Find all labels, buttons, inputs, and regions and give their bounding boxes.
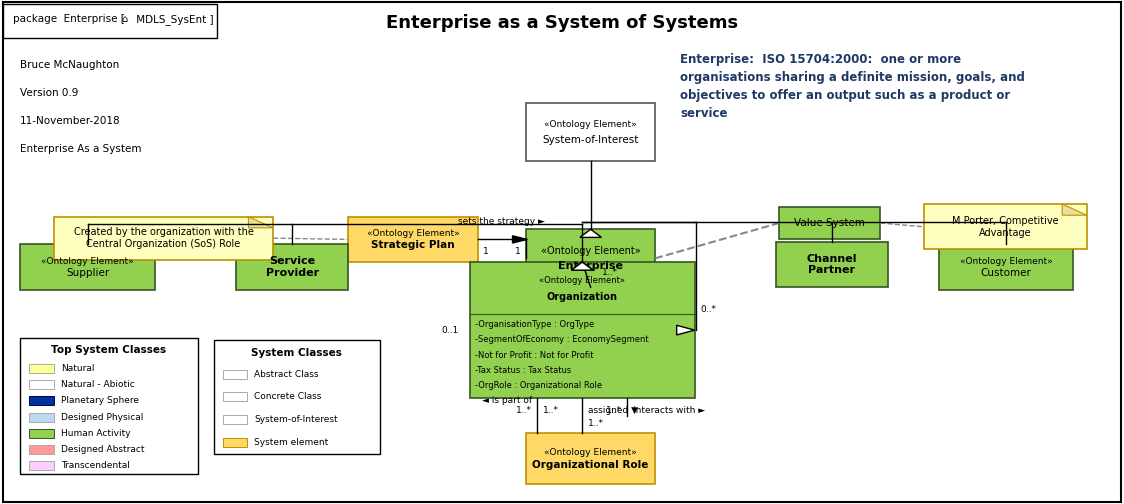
Text: Transcendental: Transcendental: [61, 461, 129, 470]
Text: 11-November-2018: 11-November-2018: [20, 116, 121, 126]
Text: Bruce McNaughton: Bruce McNaughton: [20, 60, 119, 71]
Text: «Ontology Element»: «Ontology Element»: [540, 276, 625, 285]
Text: -Tax Status : Tax Status: -Tax Status : Tax Status: [475, 366, 572, 375]
Text: «Ontology Element»: «Ontology Element»: [541, 246, 641, 256]
Text: interacts with ►: interacts with ►: [633, 406, 705, 415]
FancyBboxPatch shape: [223, 370, 247, 379]
Text: package  Enterprise [: package Enterprise [: [13, 14, 126, 24]
Text: -OrgRole : Organizational Role: -OrgRole : Organizational Role: [475, 382, 602, 391]
Text: Strategic Plan: Strategic Plan: [371, 240, 455, 250]
Text: Natural: Natural: [61, 364, 94, 373]
FancyBboxPatch shape: [20, 244, 155, 290]
FancyBboxPatch shape: [29, 397, 54, 405]
Text: Created by the organization with the
Central Organization (SoS) Role: Created by the organization with the Cen…: [73, 227, 254, 249]
FancyBboxPatch shape: [348, 217, 478, 262]
Text: 1..*: 1..*: [516, 406, 532, 415]
Text: Enterprise:  ISO 15704:2000:  one or more
organisations sharing a definite missi: Enterprise: ISO 15704:2000: one or more …: [680, 53, 1025, 120]
Text: System-of-Interest: System-of-Interest: [543, 135, 638, 145]
FancyBboxPatch shape: [29, 461, 54, 470]
FancyBboxPatch shape: [223, 438, 247, 447]
FancyBboxPatch shape: [20, 338, 198, 474]
Polygon shape: [677, 325, 695, 335]
FancyBboxPatch shape: [54, 217, 273, 260]
Text: 1..*: 1..*: [606, 406, 622, 415]
FancyBboxPatch shape: [779, 207, 880, 239]
FancyBboxPatch shape: [526, 103, 655, 161]
FancyBboxPatch shape: [3, 2, 1121, 502]
Text: Channel
Partner: Channel Partner: [807, 254, 856, 275]
FancyBboxPatch shape: [470, 262, 695, 398]
Text: Enterprise as a System of Systems: Enterprise as a System of Systems: [386, 14, 738, 32]
Text: Value System: Value System: [794, 218, 865, 228]
Text: 1..*: 1..*: [602, 268, 618, 277]
Text: «Ontology Element»: «Ontology Element»: [960, 257, 1052, 266]
Text: Designed Abstract: Designed Abstract: [61, 445, 144, 454]
Text: Enterprise As a System: Enterprise As a System: [20, 144, 142, 154]
Text: M Porter, Competitive
Advantage: M Porter, Competitive Advantage: [952, 216, 1059, 237]
Text: Human Activity: Human Activity: [61, 429, 130, 438]
FancyBboxPatch shape: [939, 244, 1073, 290]
Polygon shape: [1062, 204, 1087, 215]
Text: Top System Classes: Top System Classes: [52, 345, 166, 355]
Text: Customer: Customer: [980, 268, 1032, 278]
Text: 1: 1: [515, 247, 520, 257]
Text: Abstract Class: Abstract Class: [254, 370, 318, 379]
Text: Concrete Class: Concrete Class: [254, 393, 321, 401]
Text: Service
Provider: Service Provider: [265, 257, 319, 278]
Text: assigned ▼: assigned ▼: [588, 406, 637, 415]
Text: Natural - Abiotic: Natural - Abiotic: [61, 380, 135, 389]
Text: -SegmentOfEconomy : EconomySegment: -SegmentOfEconomy : EconomySegment: [475, 335, 649, 344]
FancyBboxPatch shape: [214, 340, 380, 454]
Text: ⌂: ⌂: [121, 14, 128, 24]
FancyBboxPatch shape: [223, 393, 247, 401]
Text: «Ontology Element»: «Ontology Element»: [42, 257, 134, 266]
Text: Organization: Organization: [546, 292, 618, 302]
Text: Supplier: Supplier: [66, 268, 109, 278]
Text: sets the strategy ►: sets the strategy ►: [459, 217, 545, 226]
Text: System-of-Interest: System-of-Interest: [254, 415, 337, 424]
Text: System Classes: System Classes: [252, 348, 342, 358]
FancyBboxPatch shape: [3, 4, 217, 38]
FancyBboxPatch shape: [29, 445, 54, 454]
Text: Enterprise: Enterprise: [559, 261, 623, 271]
Text: Planetary Sphere: Planetary Sphere: [61, 396, 138, 405]
Text: Designed Physical: Designed Physical: [61, 413, 143, 421]
Polygon shape: [571, 262, 593, 270]
Text: 0..*: 0..*: [700, 305, 716, 314]
Text: System element: System element: [254, 438, 328, 447]
Text: ◄ is part of: ◄ is part of: [481, 396, 532, 405]
FancyBboxPatch shape: [223, 415, 247, 424]
Polygon shape: [513, 236, 527, 243]
Polygon shape: [248, 217, 273, 228]
Polygon shape: [580, 229, 601, 237]
Text: «Ontology Element»: «Ontology Element»: [366, 229, 460, 238]
FancyBboxPatch shape: [526, 229, 655, 287]
FancyBboxPatch shape: [526, 433, 655, 484]
Text: 1: 1: [483, 247, 489, 257]
Text: Organizational Role: Organizational Role: [533, 460, 649, 470]
FancyBboxPatch shape: [924, 204, 1087, 249]
FancyBboxPatch shape: [29, 380, 54, 389]
FancyBboxPatch shape: [29, 429, 54, 437]
Text: 1..*: 1..*: [543, 406, 559, 415]
Polygon shape: [571, 262, 593, 270]
Text: MDLS_SysEnt ]: MDLS_SysEnt ]: [133, 14, 214, 25]
Text: -OrganisationType : OrgType: -OrganisationType : OrgType: [475, 320, 595, 329]
FancyBboxPatch shape: [776, 242, 888, 287]
FancyBboxPatch shape: [29, 413, 54, 421]
Text: 0..1: 0..1: [442, 326, 459, 335]
Text: «Ontology Element»: «Ontology Element»: [544, 448, 637, 457]
Text: Version 0.9: Version 0.9: [20, 88, 79, 98]
FancyBboxPatch shape: [236, 244, 348, 290]
Text: 1..*: 1..*: [588, 419, 604, 428]
FancyBboxPatch shape: [29, 364, 54, 373]
Text: «Ontology Element»: «Ontology Element»: [544, 120, 637, 129]
Text: -Not for Profit : Not for Profit: -Not for Profit : Not for Profit: [475, 351, 593, 360]
